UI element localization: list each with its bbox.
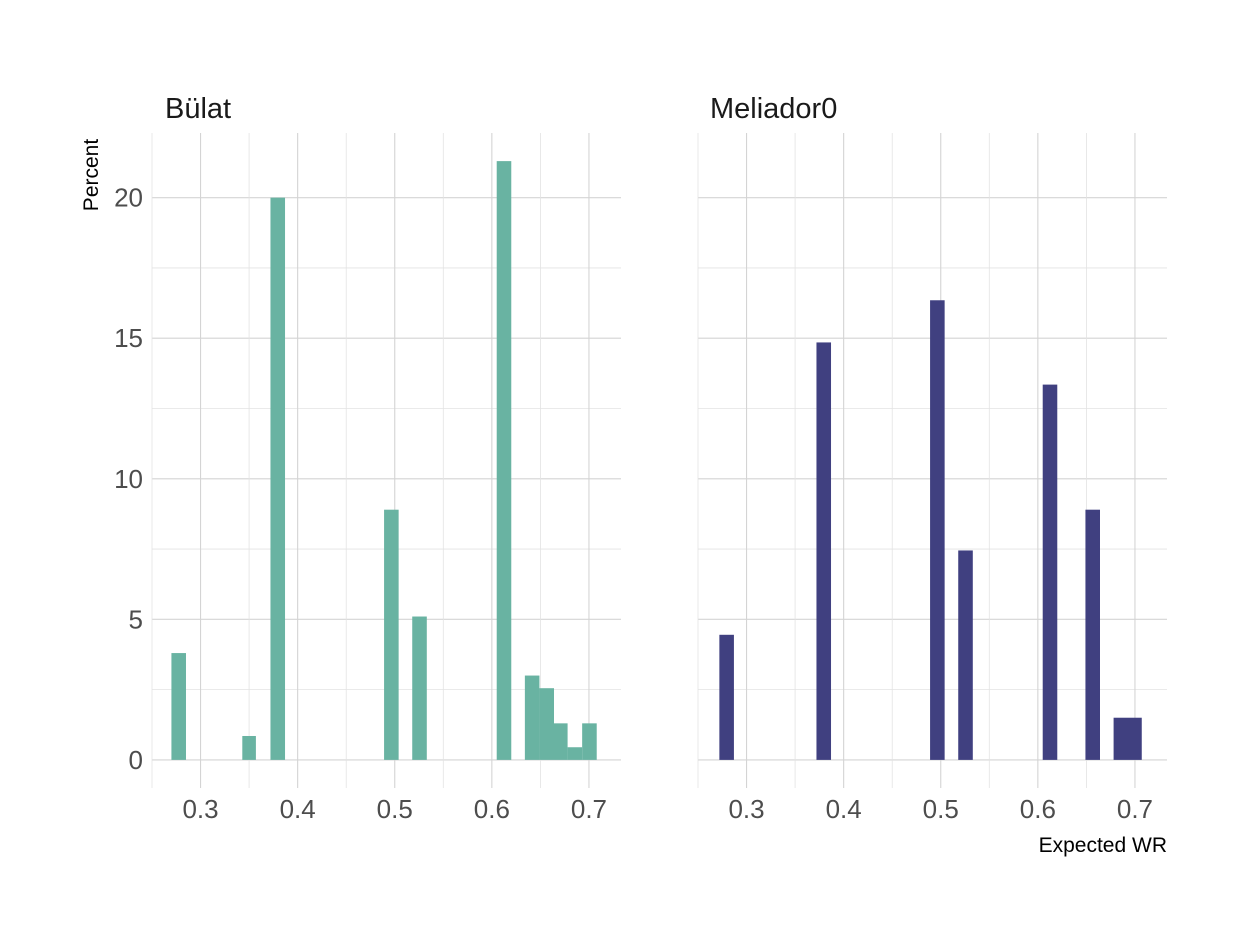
y-tick-label: 15	[114, 323, 143, 353]
histogram-bar	[1042, 384, 1058, 760]
x-tick-label: 0.6	[1020, 794, 1056, 824]
y-tick-label: 10	[114, 464, 143, 494]
histogram-bar	[582, 723, 597, 760]
x-tick-label: 0.6	[474, 794, 510, 824]
histogram-bar	[958, 550, 973, 760]
histogram-bar	[270, 197, 286, 760]
bars-meliador0	[719, 300, 1142, 760]
histogram-bar	[816, 342, 832, 760]
histogram-bar	[567, 747, 583, 760]
histogram-bar	[171, 653, 186, 760]
x-tick-label: 0.5	[377, 794, 413, 824]
histogram-bar	[539, 688, 554, 760]
grid-bulat	[151, 133, 621, 788]
x-ticks-meliador0: 0.3 0.4 0.5 0.6 0.7	[728, 794, 1153, 824]
x-tick-label: 0.5	[923, 794, 959, 824]
y-tick-label: 0	[129, 745, 143, 775]
panel-meliador0: Meliador0 0.3 0.4 0.5 0.6 0.7	[697, 93, 1167, 824]
x-tick-label: 0.4	[826, 794, 862, 824]
x-tick-label: 0.3	[728, 794, 764, 824]
x-tick-label: 0.3	[182, 794, 218, 824]
panel-bulat: Bülat 0.3 0.4 0.5 0.6 0.7 0 5 10 15 20	[114, 93, 621, 824]
bars-bulat	[171, 161, 597, 760]
histogram-bar	[412, 616, 427, 760]
y-tick-label: 5	[129, 604, 143, 634]
x-tick-label: 0.7	[571, 794, 607, 824]
histogram-bar	[384, 509, 399, 760]
histogram-bar	[1113, 717, 1142, 760]
x-ticks-bulat: 0.3 0.4 0.5 0.6 0.7	[182, 794, 607, 824]
x-axis-label: Expected WR	[1039, 834, 1167, 857]
x-tick-label: 0.4	[280, 794, 316, 824]
panel-title-bulat: Bülat	[165, 93, 231, 125]
histogram-bar	[242, 735, 256, 760]
x-tick-label: 0.7	[1117, 794, 1153, 824]
histogram-bar	[524, 675, 540, 760]
y-axis-label: Percent	[80, 139, 103, 212]
histogram-bar	[496, 161, 512, 760]
histogram-bar	[719, 634, 734, 760]
histogram-bar	[554, 723, 568, 760]
histogram-bar	[1085, 509, 1100, 760]
y-tick-label: 20	[114, 183, 143, 213]
histogram-bar	[930, 300, 945, 760]
panel-title-meliador0: Meliador0	[710, 93, 837, 125]
y-ticks: 0 5 10 15 20	[114, 183, 143, 775]
